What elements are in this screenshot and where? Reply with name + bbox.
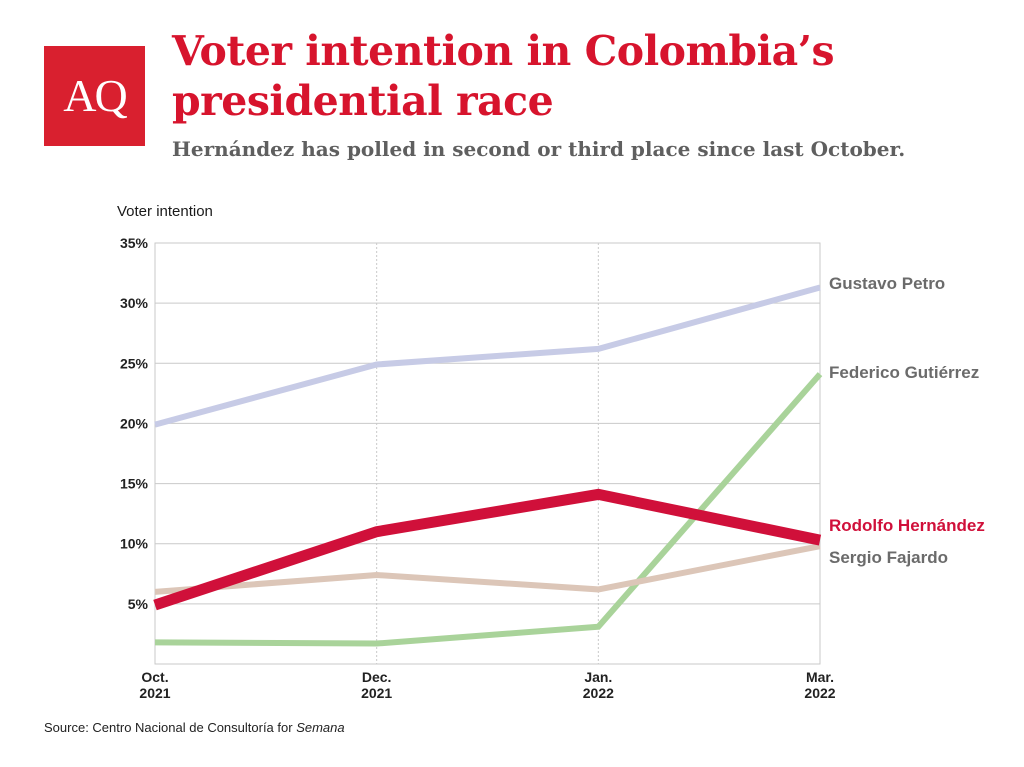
chart-title: Voter intention in Colombia’s presidenti…: [172, 27, 835, 125]
x-tick-label: Oct.: [141, 669, 168, 685]
y-tick-label: 25%: [120, 355, 149, 371]
series-line-gustavo-petro: [154, 284, 821, 428]
y-axis-label: Voter intention: [117, 203, 213, 220]
source-note: Source: Centro Nacional de Consultoría f…: [44, 720, 345, 735]
x-tick-label: Mar.: [806, 669, 834, 685]
series-line-sergio-fajardo: [154, 543, 821, 595]
x-tick-label: 2022: [583, 685, 614, 701]
y-axis-ticks: 5% 10% 15% 20% 25% 30% 35%: [120, 235, 149, 612]
x-tick-label: Jan.: [584, 669, 612, 685]
y-tick-label: 15%: [120, 476, 149, 492]
y-tick-label: 30%: [120, 295, 149, 311]
y-tick-label: 35%: [120, 235, 149, 251]
plot-frame: [154, 242, 821, 665]
x-tick-label: 2022: [804, 685, 835, 701]
x-tick-label: Dec.: [362, 669, 392, 685]
series-line-federico-gutierrez: [154, 372, 823, 647]
grid: [154, 242, 821, 665]
source-publication: Semana: [296, 720, 345, 735]
series-lines: [153, 284, 823, 647]
aq-logo: AQ: [44, 46, 145, 146]
series-labels: Gustavo Petro Federico Gutiérrez Sergio Fa…: [829, 274, 985, 567]
series-label: Gustavo Petro: [829, 274, 945, 293]
series-line-rodolfo-hernandez: [153, 488, 822, 611]
x-tick-label: 2021: [139, 685, 170, 701]
y-tick-label: 5%: [128, 596, 149, 612]
chart-subtitle: Hernández has polled in second or third …: [172, 137, 906, 161]
series-label: Federico Gutiérrez: [829, 363, 979, 382]
y-tick-label: 20%: [120, 415, 149, 431]
source-prefix: Source: Centro Nacional de Consultoría f…: [44, 720, 297, 735]
y-tick-label: 10%: [120, 536, 149, 552]
series-label: Rodolfo Hernández: [829, 516, 985, 535]
series-label: Sergio Fajardo: [829, 548, 948, 567]
x-tick-label: 2021: [361, 685, 392, 701]
